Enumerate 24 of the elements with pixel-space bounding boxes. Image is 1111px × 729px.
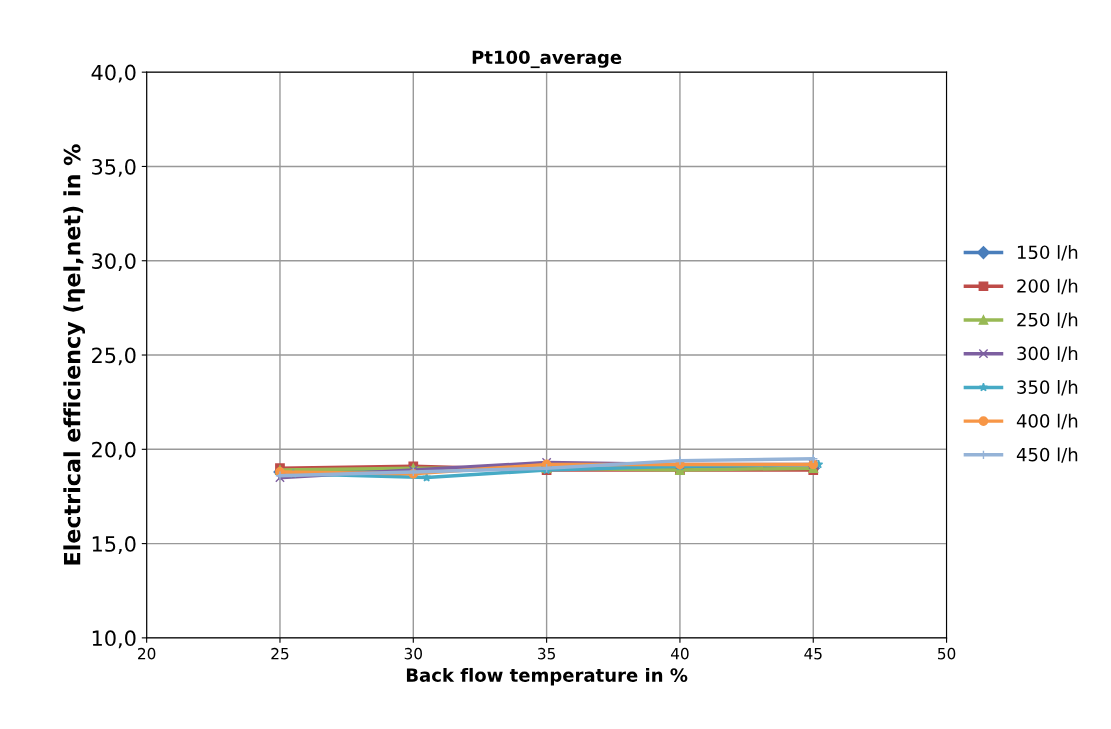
y-axis-title: Electrical efficiency (ηel,net) in % [63,144,85,565]
x-tick-label: 30 [404,647,422,660]
y-tick-label: 20,0 [92,441,136,460]
y-tick-label: 15,0 [92,536,136,554]
x-axis-title: Back flow temperature in % [406,667,688,686]
y-tick-label: 30,0 [92,253,136,272]
x-tick-label: 45 [804,648,822,660]
x-tick-label: 40 [670,647,689,660]
legend-label: 350 l/h [1017,380,1078,396]
chart-title: Pt100_average [472,50,622,69]
y-tick-label: 40,0 [91,64,136,83]
x-tick-label: 35 [538,647,555,660]
legend-label: 150 l/h [1017,245,1078,261]
x-tick-label: 20 [138,647,156,660]
y-tick-label: 25,0 [92,347,136,366]
x-tick-label: 50 [938,647,956,660]
legend-label: 250 l/h [1017,312,1078,328]
legend-label: 200 l/h [1017,278,1078,295]
legend-label: 450 l/h [1016,447,1078,463]
legend-label: 400 l/h [1016,413,1078,430]
y-tick-label: 10,0 [92,630,136,649]
y-tick-label: 35,0 [92,158,136,177]
legend-label: 300 l/h [1017,346,1078,362]
x-tick-label: 25 [271,647,289,660]
